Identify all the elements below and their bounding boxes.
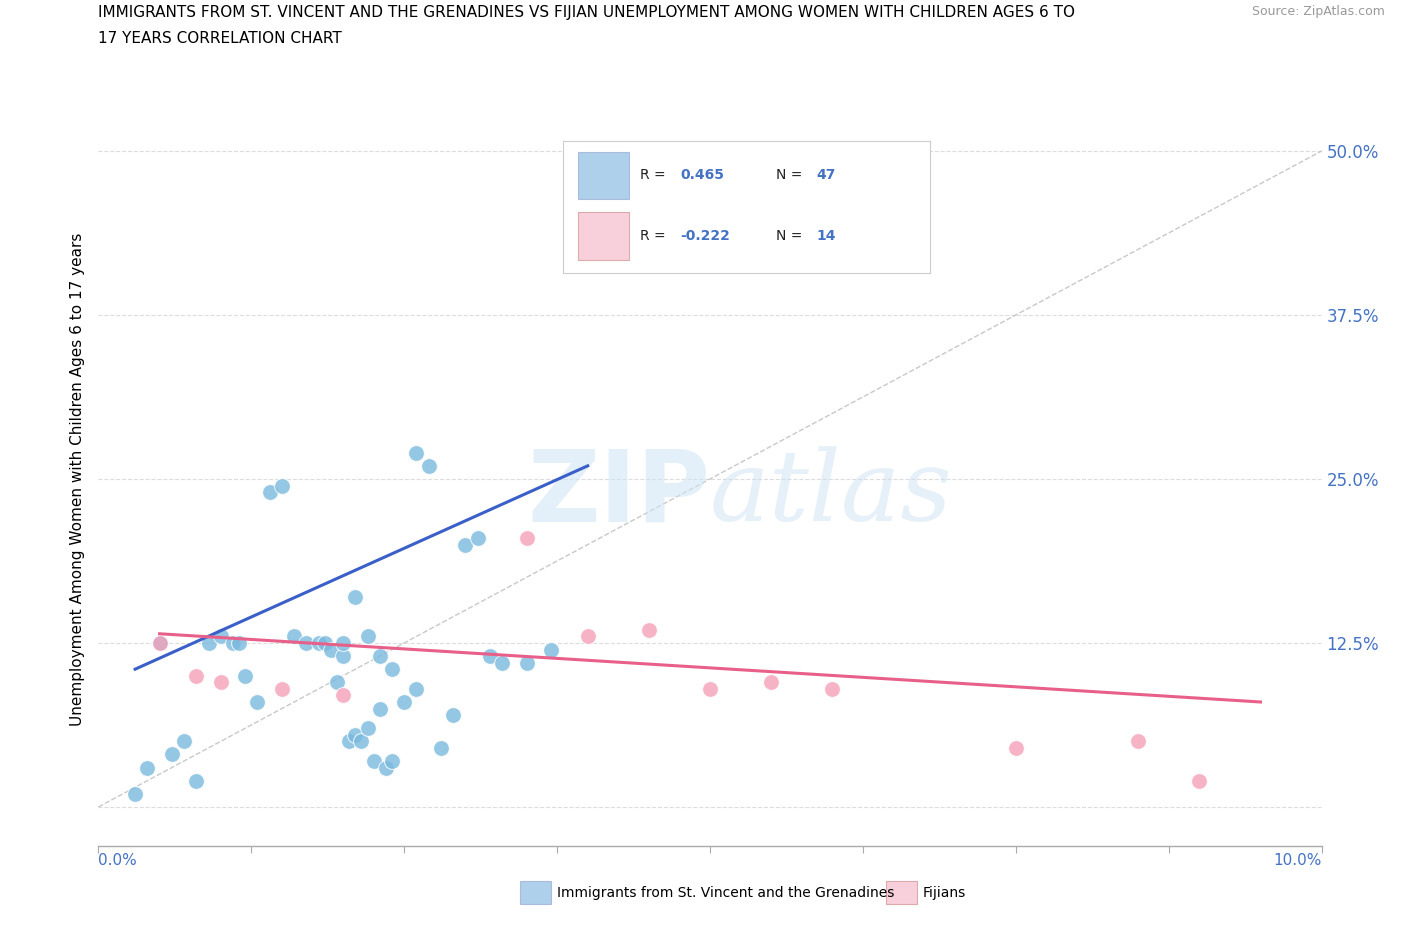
Point: [368, 701, 391, 716]
Y-axis label: Unemployment Among Women with Children Ages 6 to 17 years: Unemployment Among Women with Children A…: [69, 232, 84, 725]
Text: 10.0%: 10.0%: [1274, 853, 1322, 868]
Point: [259, 485, 281, 499]
Point: [368, 648, 391, 663]
Point: [516, 656, 538, 671]
Point: [467, 530, 489, 545]
Point: [1188, 773, 1211, 788]
Text: IMMIGRANTS FROM ST. VINCENT AND THE GRENADINES VS FIJIAN UNEMPLOYMENT AMONG WOME: IMMIGRANTS FROM ST. VINCENT AND THE GREN…: [98, 5, 1076, 20]
Text: atlas: atlas: [710, 446, 953, 541]
Point: [1004, 740, 1026, 755]
Text: Source: ZipAtlas.com: Source: ZipAtlas.com: [1251, 5, 1385, 18]
Point: [405, 445, 427, 460]
Point: [516, 530, 538, 545]
Point: [233, 669, 256, 684]
Point: [374, 760, 396, 775]
Point: [209, 629, 232, 644]
Point: [337, 734, 360, 749]
Point: [149, 635, 172, 650]
Point: [576, 196, 599, 211]
Point: [356, 721, 378, 736]
Point: [270, 682, 294, 697]
Text: Fijians: Fijians: [922, 885, 966, 900]
Point: [314, 635, 336, 650]
Point: [186, 773, 208, 788]
Point: [418, 458, 440, 473]
Point: [699, 682, 721, 697]
Point: [405, 682, 427, 697]
Text: 17 YEARS CORRELATION CHART: 17 YEARS CORRELATION CHART: [98, 31, 342, 46]
Point: [283, 629, 305, 644]
Point: [173, 734, 195, 749]
Point: [637, 622, 661, 637]
Point: [478, 648, 501, 663]
Point: [491, 656, 513, 671]
Point: [363, 753, 385, 768]
Point: [222, 635, 245, 650]
Point: [540, 642, 562, 657]
Point: [332, 635, 354, 650]
Point: [149, 635, 172, 650]
Text: Immigrants from St. Vincent and the Grenadines: Immigrants from St. Vincent and the Gren…: [557, 885, 894, 900]
Point: [1128, 734, 1150, 749]
Point: [308, 635, 330, 650]
Point: [332, 688, 354, 703]
Point: [356, 629, 378, 644]
Point: [761, 675, 783, 690]
Point: [326, 675, 349, 690]
Point: [344, 727, 367, 742]
Point: [576, 629, 599, 644]
Point: [270, 478, 294, 493]
Point: [186, 669, 208, 684]
Point: [209, 675, 232, 690]
Point: [381, 753, 404, 768]
Point: [246, 695, 269, 710]
Point: [344, 590, 367, 604]
Point: [160, 747, 183, 762]
Point: [441, 708, 464, 723]
Text: ZIP: ZIP: [527, 445, 710, 542]
Point: [136, 760, 159, 775]
Text: 0.0%: 0.0%: [98, 853, 138, 868]
Point: [332, 648, 354, 663]
Point: [319, 642, 342, 657]
Point: [124, 787, 146, 802]
Point: [228, 635, 250, 650]
Point: [430, 740, 453, 755]
Point: [295, 635, 318, 650]
Point: [350, 734, 373, 749]
Point: [197, 635, 219, 650]
Point: [821, 682, 844, 697]
Point: [454, 538, 477, 552]
Point: [392, 695, 416, 710]
Point: [381, 662, 404, 677]
